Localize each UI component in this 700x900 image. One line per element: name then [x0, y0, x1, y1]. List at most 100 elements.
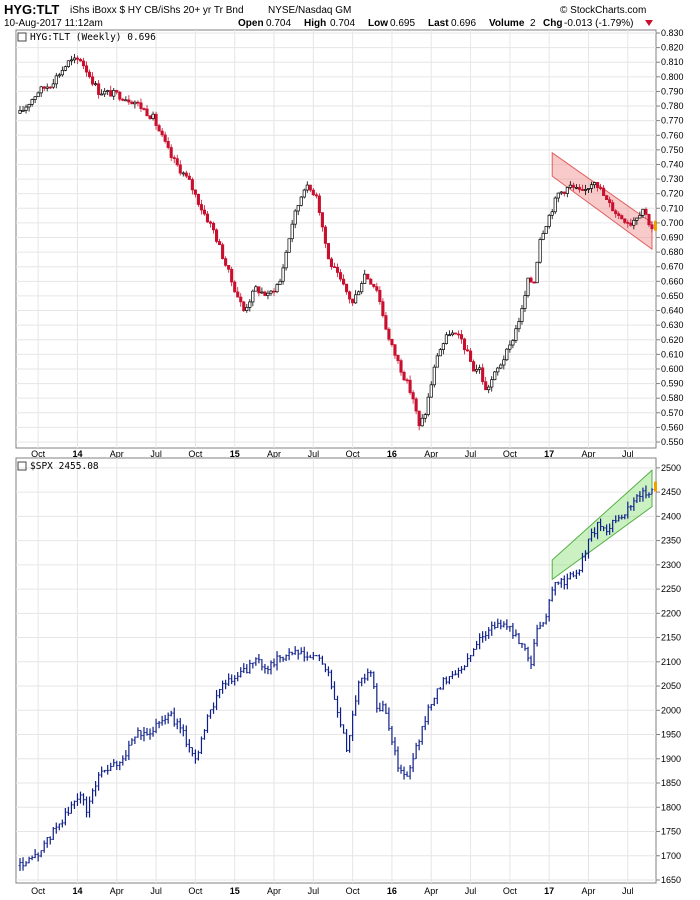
candle-body: [523, 295, 527, 309]
y-tick-label: 0.730: [661, 174, 684, 184]
candle-body: [133, 101, 137, 105]
candle-body: [175, 158, 179, 166]
candle-body: [602, 187, 606, 196]
y-tick-label: 0.600: [661, 364, 684, 374]
y-tick-label: 0.760: [661, 130, 684, 140]
y-tick-label: 0.800: [661, 72, 684, 82]
x-tick-label: 14: [72, 886, 82, 896]
x-tick-label: Oct: [188, 449, 203, 459]
candle-body: [184, 172, 188, 177]
y-tick-label: 0.700: [661, 218, 684, 228]
candle-body: [475, 369, 479, 372]
y-tick-label: 0.670: [661, 262, 684, 272]
x-tick-label: Apr: [267, 886, 281, 896]
candle-body: [481, 367, 485, 383]
candle-body: [302, 189, 306, 198]
spx-legend: $SPX 2455.08: [30, 461, 99, 472]
candle-body: [199, 204, 203, 211]
candle-body: [351, 298, 355, 304]
candle-body: [202, 209, 207, 215]
candle-body: [115, 90, 119, 93]
candle-body: [320, 212, 324, 228]
candle-body: [121, 98, 125, 101]
candle-body: [54, 75, 58, 85]
candle-body: [589, 184, 594, 189]
header-date: 10-Aug-2017 11:12am: [4, 18, 103, 29]
y-tick-label: 0.780: [661, 101, 684, 111]
x-tick-label: Jul: [150, 886, 162, 896]
candle-body: [520, 308, 524, 322]
y-tick-label: 1700: [661, 851, 681, 861]
candle-body: [626, 222, 630, 224]
candle-body: [360, 283, 364, 293]
candle-body: [435, 355, 439, 368]
candle-body: [78, 59, 83, 62]
x-tick-label: Oct: [188, 886, 203, 896]
y-tick-label: 0.680: [661, 247, 684, 257]
red-channel: [551, 151, 653, 251]
candle-body: [112, 90, 116, 97]
candle-body: [514, 328, 518, 341]
high-label: High: [304, 18, 326, 29]
candle-body: [18, 110, 22, 114]
candle-body: [611, 202, 615, 212]
candle-body: [205, 213, 210, 223]
candle-body: [484, 381, 488, 391]
candle-body: [447, 334, 451, 337]
legend-swatch-icon: [17, 461, 27, 471]
candle-body: [617, 213, 621, 216]
candle-body: [211, 222, 216, 231]
candle-body: [94, 83, 98, 86]
candle-body: [236, 291, 240, 298]
y-tick-label: 2000: [661, 705, 681, 715]
candle-body: [21, 110, 25, 112]
candle-body: [329, 258, 334, 268]
candle-body: [444, 334, 448, 344]
candle-body: [57, 74, 61, 77]
volume-label: Volume: [489, 18, 525, 29]
candle-body: [505, 348, 509, 361]
candle-body: [263, 291, 267, 296]
candle-body: [109, 90, 113, 97]
chg-value: -0.013 (-1.79%): [564, 18, 633, 29]
y-tick-label: 2400: [661, 511, 681, 521]
candle-body: [60, 69, 64, 76]
spx-panel: [15, 457, 657, 884]
header-brand[interactable]: © StockCharts.com: [560, 5, 646, 16]
candle-body: [127, 99, 131, 103]
candle-body: [577, 187, 581, 190]
candle-body: [384, 315, 388, 330]
x-tick-label: Oct: [31, 886, 46, 896]
candle-body: [39, 86, 43, 94]
candle-body: [233, 281, 237, 293]
y-tick-label: 1650: [661, 875, 681, 885]
candle-body: [193, 189, 197, 195]
candle-body: [465, 349, 470, 352]
y-tick-label: 0.630: [661, 320, 684, 330]
candle-body: [260, 291, 264, 294]
candle-body: [502, 359, 506, 366]
y-tick-label: 2050: [661, 681, 681, 691]
y-tick-label: 2450: [661, 487, 681, 497]
y-tick-label: 2250: [661, 584, 681, 594]
candle-body: [281, 267, 285, 282]
candle-body: [562, 191, 566, 194]
candle-body: [97, 83, 101, 95]
candle-body: [417, 410, 421, 427]
candle-body: [326, 243, 330, 260]
candle-body: [269, 290, 273, 294]
candle-body: [151, 113, 155, 119]
candle-body: [586, 188, 591, 190]
y-tick-label: 0.580: [661, 393, 684, 403]
candle-body: [580, 189, 584, 191]
y-tick-label: 1800: [661, 802, 681, 812]
y-tick-label: 0.620: [661, 335, 684, 345]
candle-body: [529, 277, 533, 283]
candle-body: [647, 214, 651, 226]
spx-bars: [18, 481, 657, 871]
x-tick-label: 17: [544, 449, 554, 459]
candle-body: [378, 290, 382, 303]
x-tick-label: Jul: [465, 886, 477, 896]
x-tick-label: 17: [544, 886, 554, 896]
candle-body: [145, 108, 149, 117]
